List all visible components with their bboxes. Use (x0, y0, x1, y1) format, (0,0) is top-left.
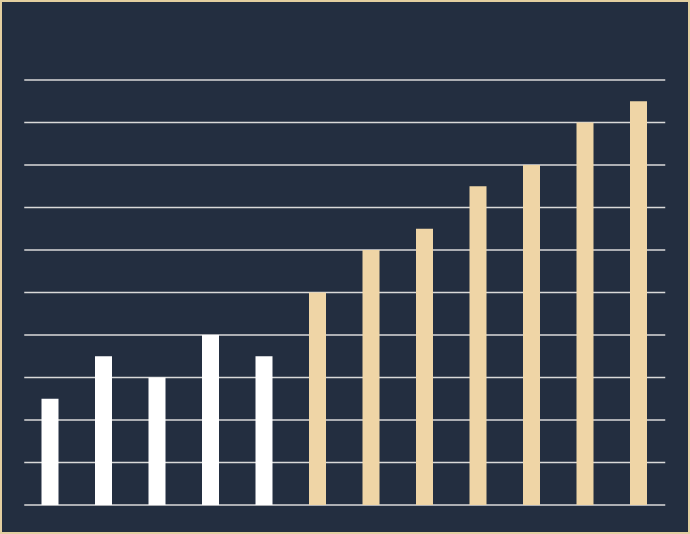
bar (309, 292, 326, 505)
bar (630, 101, 647, 505)
bar (362, 250, 380, 505)
bar (576, 122, 594, 505)
bar (148, 377, 166, 505)
bar (255, 356, 273, 505)
bar (469, 186, 487, 505)
bar (202, 335, 219, 505)
bar (41, 398, 59, 505)
bar (523, 165, 540, 505)
bar (95, 356, 112, 505)
bar (416, 228, 433, 505)
